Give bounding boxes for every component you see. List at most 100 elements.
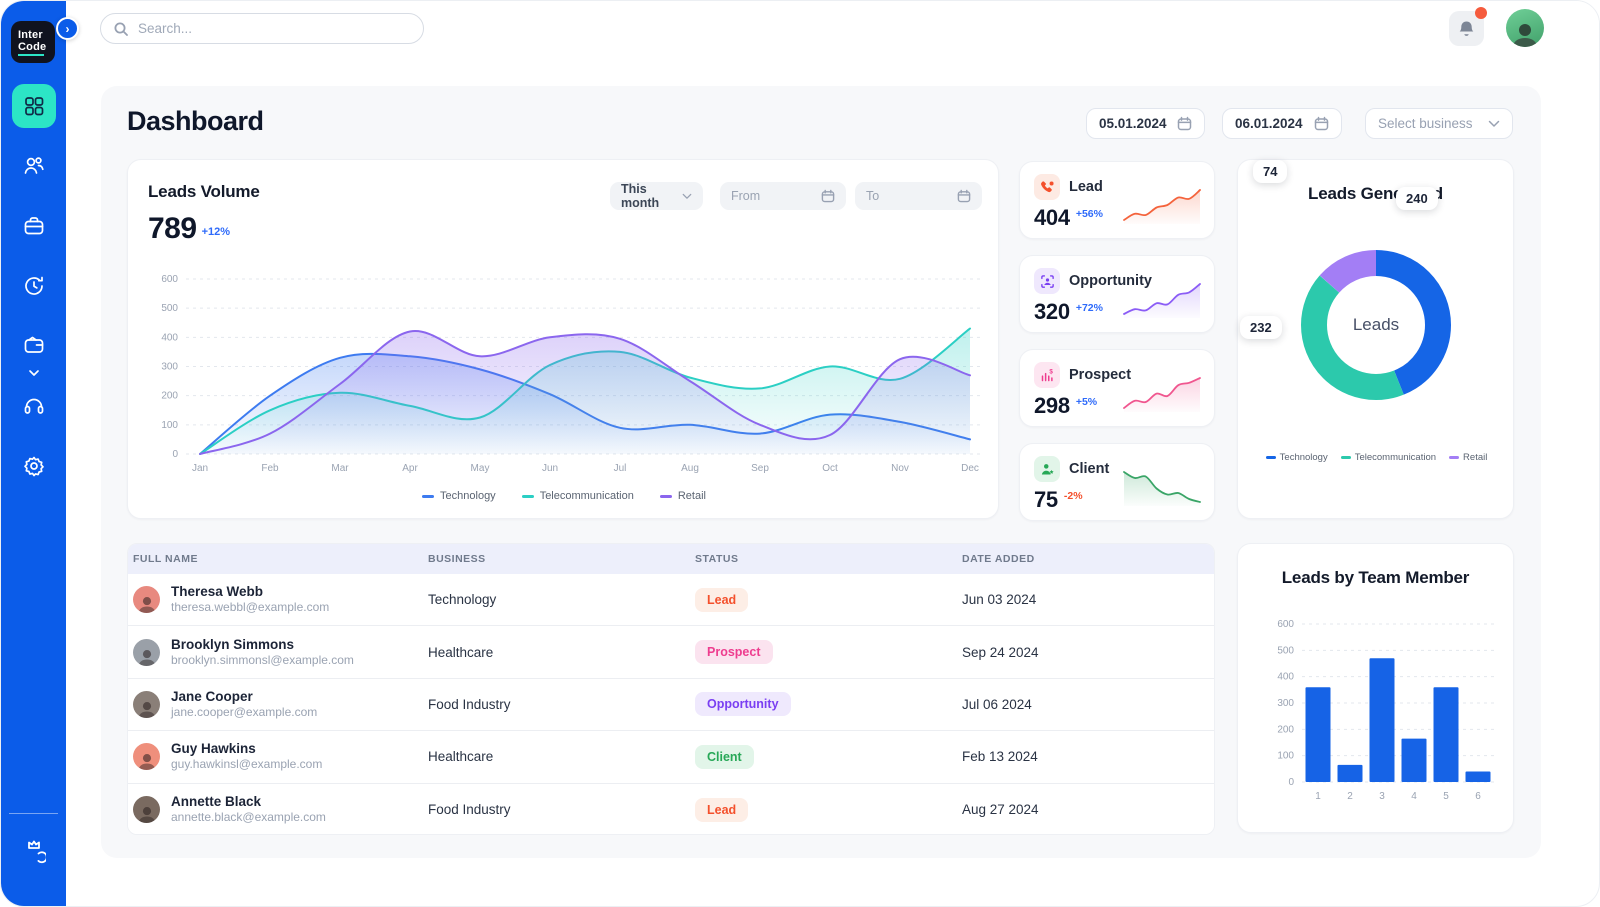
legend-item-telecommunication: Telecommunication <box>1340 452 1436 463</box>
legend-item-telecommunication: Telecommunication <box>521 490 634 502</box>
legend-item-technology: Technology <box>1265 452 1328 463</box>
contact-email: theresa.webbl@example.com <box>171 600 330 615</box>
leads-volume-chart: 0 100 200 300 400 500 600 Jan Feb Mar Apr May Jun Jul… <box>161 274 984 474</box>
search-box[interactable] <box>100 13 424 44</box>
stat-sparkline <box>1123 471 1201 506</box>
date-from-picker[interactable]: 05.01.2024 <box>1086 108 1205 139</box>
avatar <box>133 796 160 824</box>
sidebar-item-history[interactable] <box>12 264 56 308</box>
stat-label: Client <box>1069 461 1110 477</box>
search-input[interactable] <box>138 21 398 36</box>
svg-text:100: 100 <box>161 420 178 431</box>
logo[interactable]: Inter Code <box>11 21 55 63</box>
table-row[interactable]: Jane Cooper jane.cooper@example.com Food… <box>128 678 1214 732</box>
sidebar-item-contacts[interactable] <box>12 144 56 188</box>
sidebar-item-business[interactable] <box>12 204 56 248</box>
user-avatar[interactable] <box>1506 9 1544 47</box>
stat-card-client[interactable]: Client 75 -2% <box>1019 443 1215 521</box>
business-cell: Food Industry <box>428 696 511 712</box>
chevron-down-icon <box>1488 120 1500 127</box>
date-to-value: 06.01.2024 <box>1235 116 1303 131</box>
column-header-business: Business <box>428 553 486 565</box>
column-header-date-added: Date Added <box>962 553 1035 565</box>
legend-item-retail: Retail <box>1449 452 1487 463</box>
stat-card-opportunity[interactable]: Opportunity 320 +72% <box>1019 255 1215 333</box>
column-header-status: Status <box>695 553 739 565</box>
sidebar-item-dashboard[interactable] <box>11 84 56 128</box>
period-filter-dropdown[interactable]: This month <box>610 182 703 210</box>
notification-button[interactable] <box>1449 7 1487 46</box>
svg-text:May: May <box>471 463 490 474</box>
briefcase-icon <box>24 217 43 235</box>
contact-email: annette.black@example.com <box>171 810 326 825</box>
svg-text:5: 5 <box>1443 791 1449 802</box>
table-row[interactable]: Guy Hawkins guy.hawkinsl@example.com Hea… <box>128 731 1214 784</box>
svg-text:Nov: Nov <box>891 463 909 474</box>
leads-volume-legend: Technology Telecommunication Retail <box>128 490 1000 502</box>
leads-generated-card: Leads Generated Leads 240 74 232 Technol… <box>1237 159 1514 519</box>
leads-table: Full Name Business Status Date Added Theres… <box>127 543 1215 835</box>
svg-text:Feb: Feb <box>261 463 279 474</box>
contact-name: Theresa Webb <box>171 584 264 600</box>
sidebar-item-settings[interactable] <box>12 444 56 488</box>
date-added-cell: Sep 24 2024 <box>962 644 1039 660</box>
gear-icon <box>23 456 44 477</box>
svg-text:1: 1 <box>1315 791 1321 802</box>
user-scan-icon <box>1034 268 1060 294</box>
svg-text:Dec: Dec <box>961 463 979 474</box>
logo-text-line2: Code <box>18 40 47 53</box>
sidebar-item-premium[interactable] <box>17 835 50 868</box>
avatar <box>133 743 160 771</box>
stat-card-lead[interactable]: Lead 404 +56% <box>1019 161 1215 239</box>
stat-value: 298 <box>1034 393 1070 418</box>
leads-volume-card: Leads Volume 789 +12% This month From To… <box>127 159 999 519</box>
sidebar-toggle-button[interactable]: › <box>56 17 79 40</box>
svg-text:500: 500 <box>161 303 178 314</box>
sidebar: Inter Code › <box>1 1 79 906</box>
table-header: Full Name Business Status Date Added <box>128 544 1214 574</box>
date-added-cell: Feb 13 2024 <box>962 749 1038 765</box>
sidebar-item-support[interactable] <box>12 384 56 428</box>
svg-text:0: 0 <box>1288 777 1294 788</box>
business-cell: Healthcare <box>428 644 494 660</box>
donut-rings <box>1301 250 1451 400</box>
contact-email: brooklyn.simmonsl@example.com <box>171 652 354 667</box>
from-date-input[interactable]: From <box>720 182 846 210</box>
stat-change: +5% <box>1075 396 1098 408</box>
logo-accent <box>18 53 44 56</box>
status-badge: Prospect <box>695 640 773 665</box>
business-cell: Technology <box>428 592 497 608</box>
leads-by-team-title: Leads by Team Member <box>1281 568 1470 587</box>
stat-change: -2% <box>1063 490 1083 502</box>
donut-chart: Leads <box>1281 230 1471 420</box>
clock-refresh-icon <box>24 276 43 295</box>
contact-email: guy.hawkinsl@example.com <box>171 757 323 772</box>
svg-text:400: 400 <box>161 332 178 343</box>
stat-label: Prospect <box>1069 367 1132 383</box>
business-select[interactable]: Select business <box>1365 108 1513 139</box>
contact-name: Annette Black <box>171 794 262 810</box>
to-date-input[interactable]: To <box>855 182 982 210</box>
table-body: Theresa Webb theresa.webbl@example.com T… <box>128 574 1214 834</box>
svg-text:0: 0 <box>172 449 178 460</box>
calendar-icon <box>957 189 971 203</box>
column-header-full-name: Full Name <box>133 553 198 565</box>
legend-item-retail: Retail <box>659 490 706 502</box>
stat-label: Lead <box>1069 179 1103 195</box>
table-row[interactable]: Annette Black annette.black@example.com … <box>128 783 1214 834</box>
contact-name: Jane Cooper <box>171 688 253 704</box>
stat-value: 320 <box>1034 299 1070 324</box>
svg-text:200: 200 <box>1277 724 1294 735</box>
stat-sparkline <box>1123 283 1201 318</box>
stat-card-prospect[interactable]: $ Prospect 298 +5% <box>1019 349 1215 427</box>
users-icon <box>24 157 44 174</box>
date-added-cell: Jun 03 2024 <box>962 592 1037 608</box>
table-row[interactable]: Brooklyn Simmons brooklyn.simmonsl@examp… <box>128 626 1214 679</box>
sidebar-item-payments[interactable] <box>12 324 56 376</box>
team-bar-chart: 0 100 200 300 400 500 600 1 2 3 4 5 6 <box>1277 619 1494 802</box>
date-from-value: 05.01.2024 <box>1099 116 1167 131</box>
business-select-value: Select business <box>1378 116 1473 131</box>
table-row[interactable]: Theresa Webb theresa.webbl@example.com T… <box>128 574 1214 627</box>
date-to-picker[interactable]: 06.01.2024 <box>1222 108 1342 139</box>
